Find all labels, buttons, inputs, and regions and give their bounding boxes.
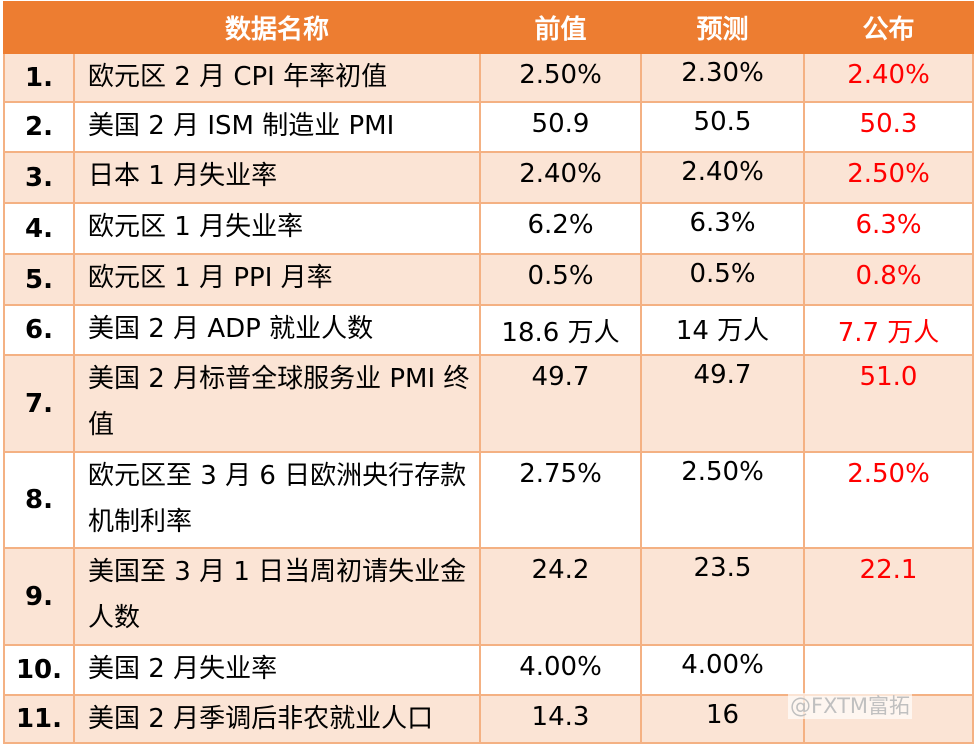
row-number: 6. [3,304,75,356]
row-number: 8. [3,451,75,549]
row-actual: 2.50% [803,451,974,549]
row-name: 美国 2 月季调后非农就业人口 [73,694,481,744]
row-actual: 0.8% [803,253,974,306]
row-number: 9. [3,547,75,646]
row-name: 美国 2 月标普全球服务业 PMI 终值 [73,354,481,453]
row-number: 3. [3,151,75,204]
row-forecast: 2.40% [640,151,805,204]
row-forecast: 2.30% [640,52,805,103]
header-previous: 前值 [479,1,642,54]
row-previous: 6.2% [479,202,642,255]
row-forecast: 49.7 [640,354,805,453]
row-number: 5. [3,253,75,306]
table-row: 2. 美国 2 月 ISM 制造业 PMI 50.9 50.5 50.3 [3,101,974,153]
table-row: 4. 欧元区 1 月失业率 6.2% 6.3% 6.3% [3,202,974,255]
row-forecast: 23.5 [640,547,805,646]
table-row: 9. 美国至 3 月 1 日当周初请失业金人数 24.2 23.5 22.1 [3,547,974,646]
row-actual: 51.0 [803,354,974,453]
row-name: 欧元区 1 月失业率 [73,202,481,255]
row-previous: 2.50% [479,52,642,103]
table-row: 1. 欧元区 2 月 CPI 年率初值 2.50% 2.30% 2.40% [3,52,974,103]
table-header-row: 数据名称 前值 预测 公布 [3,1,974,54]
row-forecast: 4.00% [640,644,805,696]
row-previous: 14.3 [479,694,642,744]
row-actual: 6.3% [803,202,974,255]
row-forecast: 0.5% [640,253,805,306]
row-actual: 2.40% [803,52,974,103]
row-forecast: 14 万人 [640,304,805,356]
row-number: 2. [3,101,75,153]
row-previous: 50.9 [479,101,642,153]
row-name: 欧元区 2 月 CPI 年率初值 [73,52,481,103]
row-number: 4. [3,202,75,255]
row-forecast: 16 [640,694,805,744]
row-forecast: 6.3% [640,202,805,255]
row-name: 欧元区至 3 月 6 日欧洲央行存款机制利率 [73,451,481,549]
row-name: 美国 2 月 ADP 就业人数 [73,304,481,356]
row-name: 美国 2 月失业率 [73,644,481,696]
row-previous: 18.6 万人 [479,304,642,356]
watermark: @FXTM富拓 [788,693,913,719]
table-row: 8. 欧元区至 3 月 6 日欧洲央行存款机制利率 2.75% 2.50% 2.… [3,451,974,549]
table-row: 10. 美国 2 月失业率 4.00% 4.00% [3,644,974,696]
header-actual: 公布 [803,1,974,54]
header-index [3,1,75,54]
row-name: 美国至 3 月 1 日当周初请失业金人数 [73,547,481,646]
row-forecast: 2.50% [640,451,805,549]
table-row: 5. 欧元区 1 月 PPI 月率 0.5% 0.5% 0.8% [3,253,974,306]
row-actual: 50.3 [803,101,974,153]
row-previous: 2.75% [479,451,642,549]
table-row: 6. 美国 2 月 ADP 就业人数 18.6 万人 14 万人 7.7 万人 [3,304,974,356]
table-row: 3. 日本 1 月失业率 2.40% 2.40% 2.50% [3,151,974,204]
row-number: 7. [3,354,75,453]
row-forecast: 50.5 [640,101,805,153]
table-row: 7. 美国 2 月标普全球服务业 PMI 终值 49.7 49.7 51.0 [3,354,974,453]
row-actual [803,644,974,696]
row-previous: 49.7 [479,354,642,453]
row-name: 欧元区 1 月 PPI 月率 [73,253,481,306]
row-name: 日本 1 月失业率 [73,151,481,204]
row-actual: 22.1 [803,547,974,646]
row-name: 美国 2 月 ISM 制造业 PMI [73,101,481,153]
row-number: 11. [3,694,75,744]
row-number: 10. [3,644,75,696]
row-actual: 7.7 万人 [803,304,974,356]
row-previous: 4.00% [479,644,642,696]
header-forecast: 预测 [640,1,805,54]
row-previous: 0.5% [479,253,642,306]
row-previous: 24.2 [479,547,642,646]
row-actual: 2.50% [803,151,974,204]
row-number: 1. [3,52,75,103]
header-name: 数据名称 [73,1,481,54]
economic-data-table: 数据名称 前值 预测 公布 1. 欧元区 2 月 CPI 年率初值 2.50% … [3,1,974,744]
row-previous: 2.40% [479,151,642,204]
